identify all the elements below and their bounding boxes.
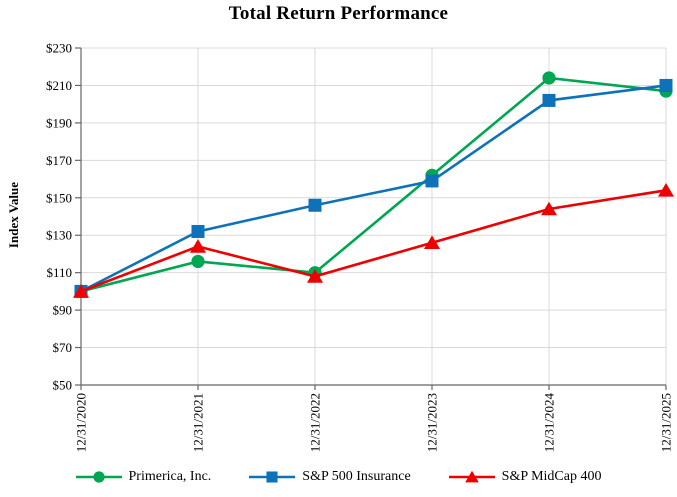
s-p-500-insurance-square-marker-icon	[249, 471, 296, 483]
legend: Primerica, Inc. S&P 500 Insurance S&P MidC…	[0, 468, 677, 486]
legend-label: Primerica, Inc.	[128, 469, 212, 484]
legend-item-primerica-inc: Primerica, Inc.	[75, 468, 212, 486]
marker	[307, 269, 323, 283]
marker	[266, 471, 278, 483]
series-line	[80, 189, 667, 293]
x-tick-labels: 12/31/2020 12/31/2021 12/31/2022 12/31/2023…	[74, 393, 674, 453]
marker	[425, 174, 439, 188]
y-tick-label: $230	[46, 41, 72, 56]
y-tick-label: $50	[53, 378, 73, 393]
x-tick-label: 12/31/2020	[74, 393, 89, 452]
marker	[191, 254, 205, 269]
marker	[308, 198, 322, 212]
gridlines	[81, 47, 667, 385]
series-s-p-500-insurance	[74, 78, 673, 298]
legend-label: S&P MidCap 400	[501, 469, 602, 484]
marker	[190, 239, 206, 253]
y-tick-label: $110	[46, 265, 72, 280]
x-tick-label: 12/31/2021	[191, 393, 206, 452]
x-tick-label: 12/31/2024	[542, 393, 557, 453]
x-tick-label: 12/31/2025	[659, 393, 674, 452]
marker	[191, 224, 205, 238]
y-tick-label: $170	[46, 153, 72, 168]
primerica-inc-circle-marker-icon	[75, 471, 122, 483]
marker	[92, 471, 105, 483]
marker	[659, 78, 673, 92]
series-line	[80, 84, 667, 293]
x-tick-label: 12/31/2022	[308, 393, 323, 452]
series-s-p-midcap-400	[73, 182, 674, 298]
y-tick-label: $90	[53, 303, 73, 318]
series-primerica-inc	[74, 71, 673, 298]
y-tick-label: $150	[46, 190, 72, 205]
marker	[464, 470, 479, 483]
series-line	[80, 76, 667, 293]
marker	[658, 182, 674, 197]
axes	[75, 47, 667, 390]
y-tick-label: $70	[53, 340, 73, 355]
legend-item-s-p-500-insurance: S&P 500 Insurance	[249, 468, 411, 486]
legend-label: S&P 500 Insurance	[302, 469, 411, 484]
marker	[541, 201, 557, 216]
x-tick-label: 12/31/2023	[425, 393, 440, 452]
marker	[424, 235, 440, 250]
s-p-midcap-400-triangle-marker-icon	[448, 470, 495, 483]
y-tick-label: $210	[46, 78, 72, 93]
marker	[542, 71, 556, 85]
marker	[542, 93, 556, 107]
y-tick-labels: $230 $210 $190 $170 $150 $130 $110 $90 $70 $50	[46, 41, 72, 393]
chart-title: Total Return Performance	[228, 3, 449, 24]
legend-item-s-p-midcap-400: S&P MidCap 400	[448, 468, 602, 486]
y-tick-label: $190	[46, 115, 72, 130]
y-tick-label: $130	[46, 228, 72, 243]
marker	[73, 284, 89, 298]
